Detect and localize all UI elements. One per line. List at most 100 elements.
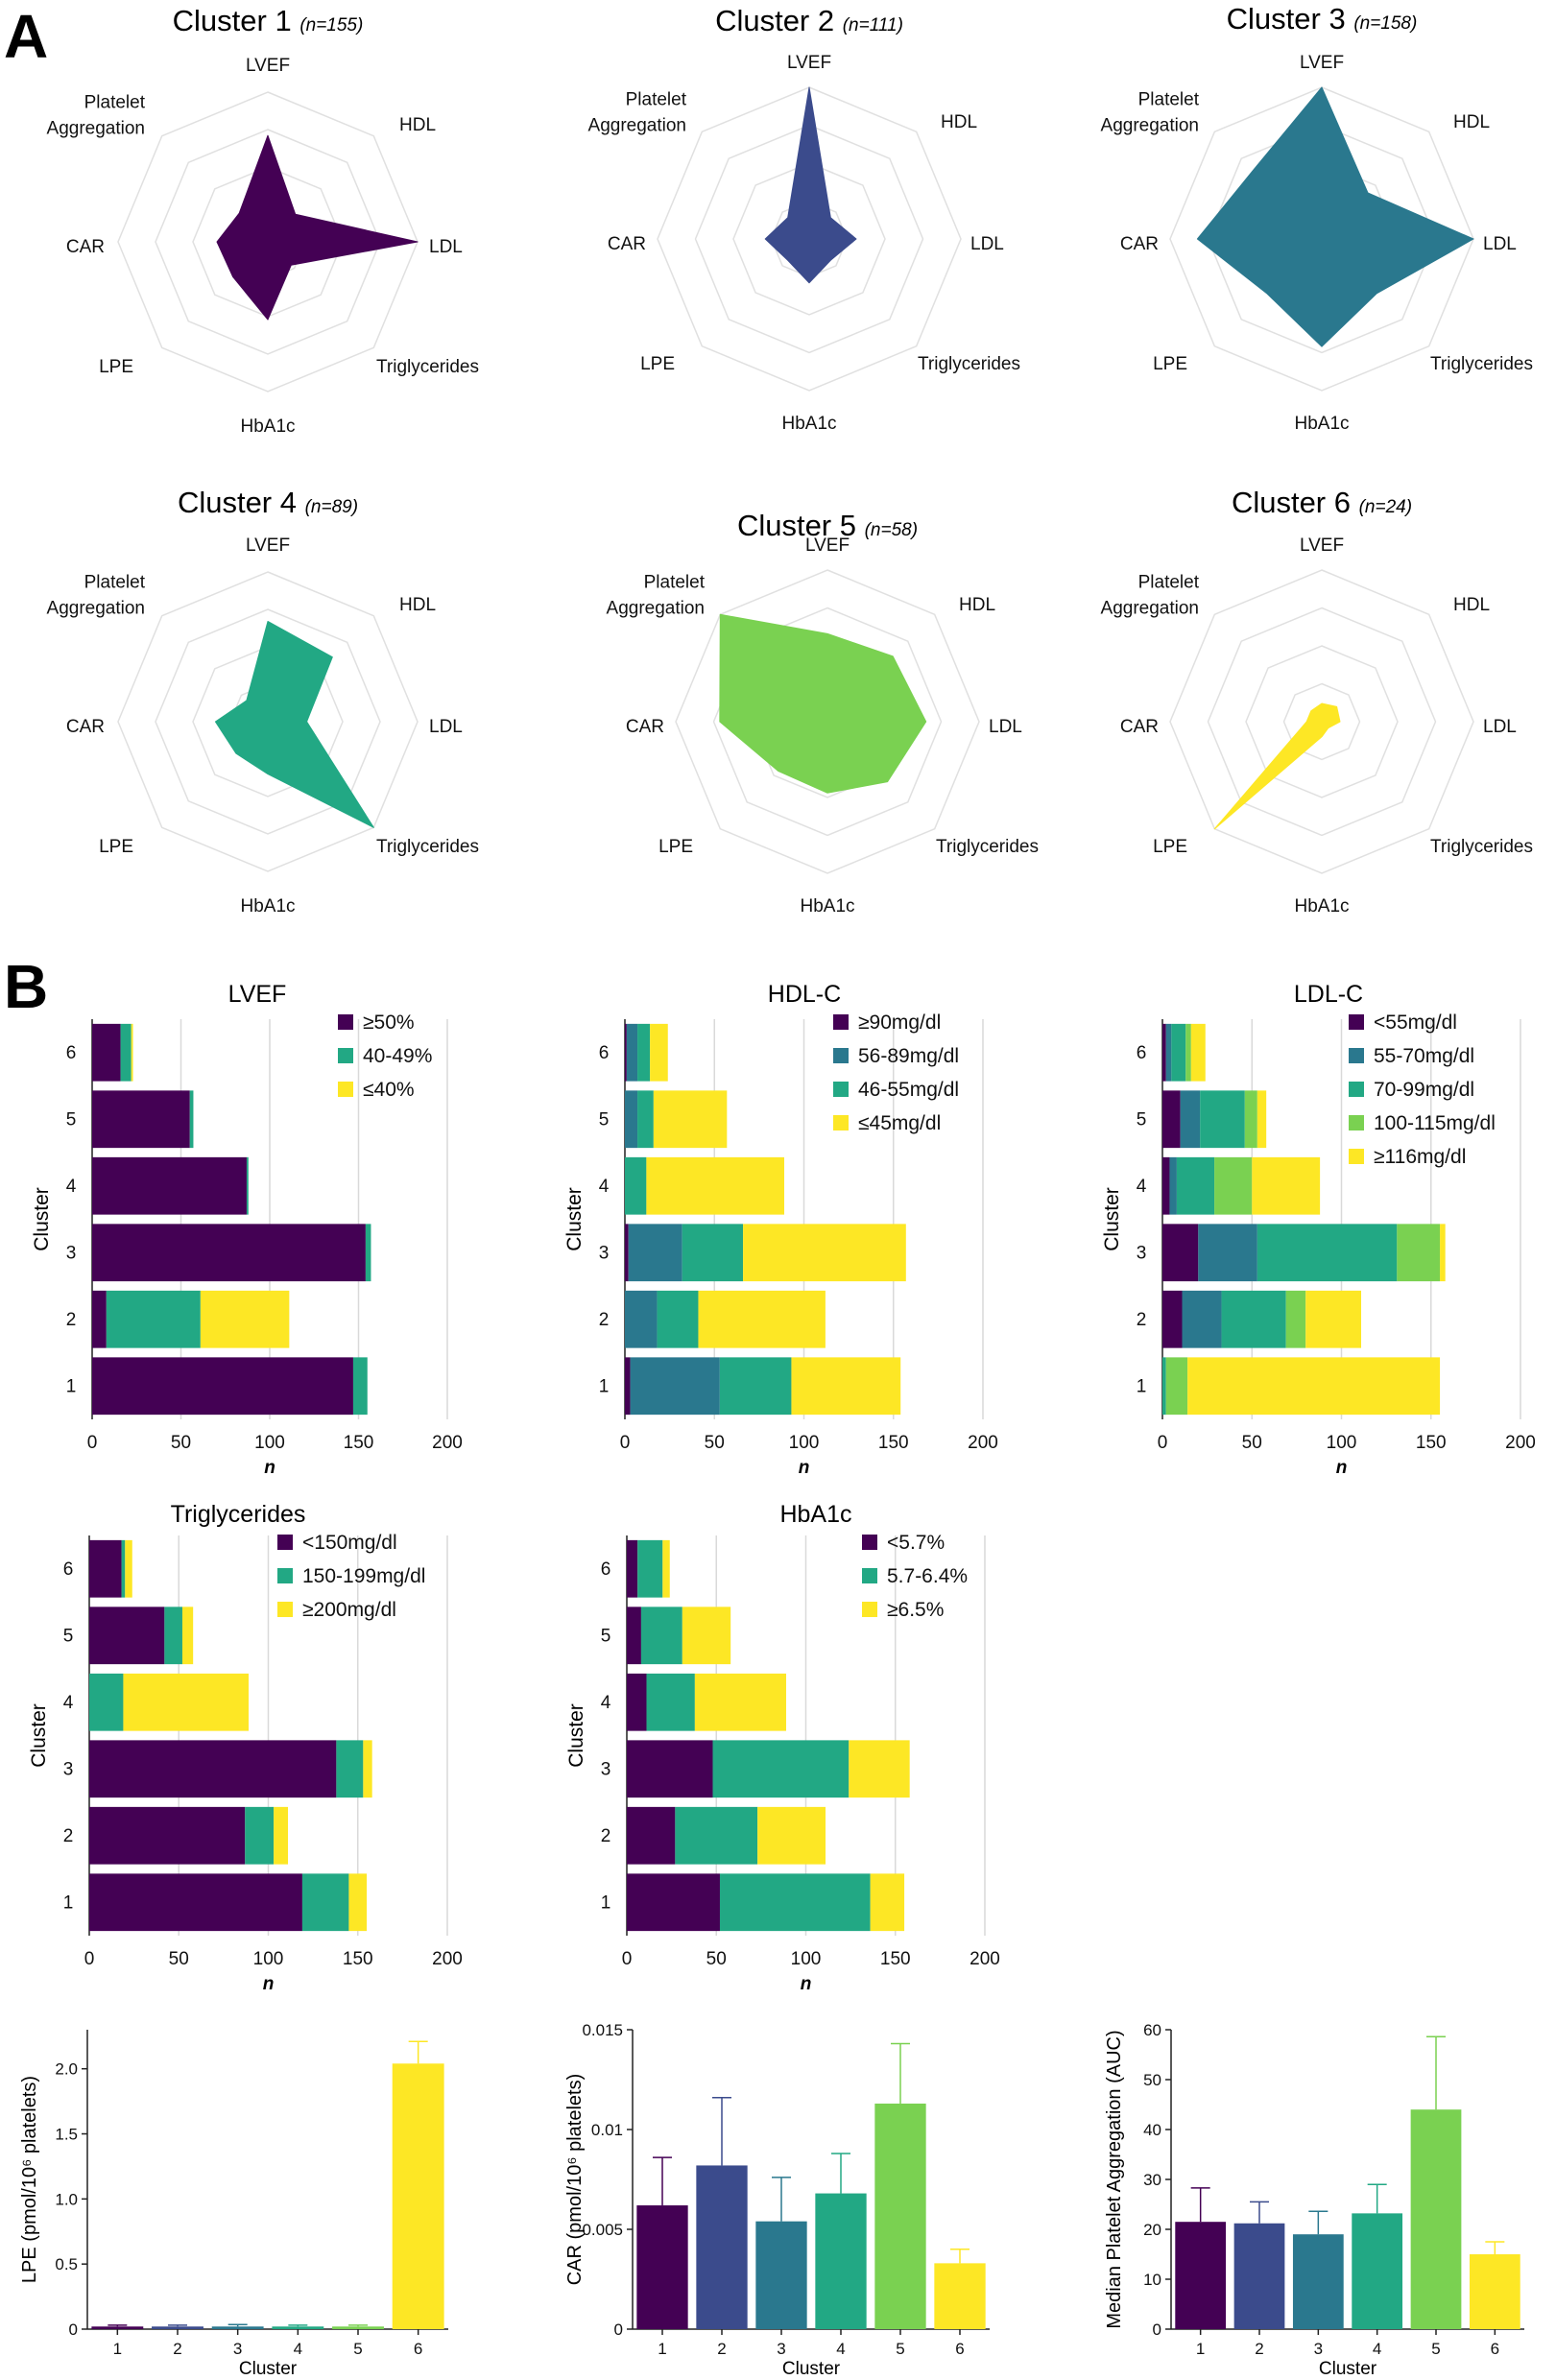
bar-segment bbox=[637, 1090, 654, 1149]
bar-segment bbox=[92, 1224, 366, 1282]
bar-segment bbox=[870, 1873, 905, 1932]
legend-swatch bbox=[833, 1115, 849, 1130]
radar-axis-label: HbA1c bbox=[781, 414, 836, 434]
radar-axis-label: LDL bbox=[970, 234, 1004, 254]
radar-grid-ring bbox=[657, 86, 962, 392]
bar-segment bbox=[1185, 1023, 1191, 1082]
y-tick-label: 6 bbox=[66, 1043, 77, 1063]
radar-data-polygon bbox=[764, 86, 857, 284]
bar-segment bbox=[625, 1224, 629, 1282]
x-axis-label: n bbox=[1336, 1458, 1348, 1478]
radar-axis-label: Triglycerides bbox=[1430, 837, 1533, 857]
radar-chart-cluster-6: Cluster 6 (n=24) LVEF HDL LDL Triglycerides H… bbox=[1101, 486, 1533, 916]
x-tick-label: 100 bbox=[253, 1949, 284, 1969]
radar-axis-label: Platelet bbox=[644, 573, 706, 593]
x-tick-label: 50 bbox=[169, 1949, 189, 1969]
x-tick-label: 5 bbox=[896, 2340, 904, 2358]
legend-swatch bbox=[862, 1602, 877, 1617]
chart-title: HbA1c bbox=[779, 1501, 851, 1528]
radar-axis-label: HbA1c bbox=[1294, 414, 1349, 434]
bar-segment bbox=[274, 1806, 289, 1865]
legend-swatch bbox=[1349, 1082, 1364, 1097]
bar bbox=[1175, 2222, 1227, 2329]
bar-segment bbox=[1182, 1290, 1222, 1348]
bar-segment bbox=[650, 1023, 668, 1082]
bar-segment bbox=[1162, 1224, 1199, 1282]
x-axis-label: Cluster bbox=[1319, 2359, 1377, 2379]
y-tick-label: 3 bbox=[601, 1759, 611, 1779]
y-tick-label: 1 bbox=[63, 1892, 74, 1913]
y-tick-label: 4 bbox=[599, 1177, 610, 1197]
radar-chart-cluster-2: Cluster 2 (n=111) LVEF HDL LDL Triglycerides… bbox=[588, 4, 1020, 434]
radar-data-polygon bbox=[214, 621, 374, 828]
legend-swatch bbox=[1349, 1014, 1364, 1030]
radar-axis-label: LPE bbox=[1153, 354, 1187, 374]
x-tick-label: 0 bbox=[84, 1949, 95, 1969]
radar-title: Cluster 2 (n=111) bbox=[715, 4, 903, 37]
bar-segment bbox=[1252, 1156, 1321, 1215]
x-tick-label: 2 bbox=[717, 2340, 726, 2358]
x-axis-label: n bbox=[264, 1458, 275, 1478]
radar-axis-label: Aggregation bbox=[1101, 599, 1199, 619]
x-tick-label: 6 bbox=[955, 2340, 964, 2358]
x-tick-label: 1 bbox=[658, 2340, 666, 2358]
bar-segment bbox=[757, 1806, 826, 1865]
bar bbox=[211, 2326, 264, 2329]
legend-swatch bbox=[338, 1014, 353, 1030]
bar-segment bbox=[89, 1673, 124, 1731]
x-tick-label: 50 bbox=[1242, 1433, 1262, 1453]
bar-segment bbox=[365, 1224, 371, 1282]
bar-segment bbox=[1257, 1090, 1267, 1149]
bar-segment bbox=[637, 1539, 663, 1598]
bar-segment bbox=[627, 1740, 713, 1798]
radar-axis-label: LPE bbox=[99, 837, 133, 857]
x-tick-label: 5 bbox=[1431, 2340, 1440, 2358]
x-tick-label: 200 bbox=[970, 1949, 1000, 1969]
bar-segment bbox=[181, 1606, 194, 1665]
radar-title-n: (n=111) bbox=[843, 15, 903, 36]
legend-swatch bbox=[862, 1568, 877, 1583]
radar-axis-label: Triglycerides bbox=[1430, 354, 1533, 374]
bar-segment bbox=[627, 1539, 638, 1598]
y-tick-label: 30 bbox=[1143, 2171, 1161, 2189]
panel-label-a: A bbox=[4, 2, 48, 71]
bar-segment bbox=[1200, 1090, 1245, 1149]
y-tick-label: 60 bbox=[1143, 2021, 1161, 2039]
radar-data-polygon bbox=[216, 134, 419, 321]
x-tick-label: 100 bbox=[1327, 1433, 1357, 1453]
vbar-chart-lpe-bar: 0 0.5 1.0 1.5 2.0 1 2 3 4 5 6 Cluster LPE (pmol/10⁶ … bbox=[19, 2030, 448, 2379]
bar-segment bbox=[89, 1606, 165, 1665]
radar-axis-label: Platelet bbox=[1138, 90, 1200, 110]
radar-axis-label: LDL bbox=[989, 717, 1022, 737]
bar-segment bbox=[1176, 1156, 1215, 1215]
bar-segment bbox=[89, 1539, 122, 1598]
bar-segment bbox=[363, 1740, 372, 1798]
bar-segment bbox=[1162, 1090, 1181, 1149]
radar-data-polygon bbox=[1196, 86, 1474, 347]
y-tick-label: 0.015 bbox=[582, 2021, 623, 2039]
legend-swatch bbox=[277, 1568, 293, 1583]
bar-segment bbox=[1162, 1156, 1170, 1215]
bar-segment bbox=[92, 1090, 190, 1149]
y-tick-label: 10 bbox=[1143, 2271, 1161, 2289]
y-tick-label: 6 bbox=[63, 1559, 74, 1580]
vbar-chart-car-bar: 0 0.005 0.01 0.015 1 2 3 4 5 6 Cluster CAR (pmol/10… bbox=[564, 2021, 990, 2379]
x-tick-label: 150 bbox=[880, 1949, 911, 1969]
bar-segment bbox=[89, 1873, 302, 1932]
x-tick-label: 100 bbox=[254, 1433, 285, 1453]
y-tick-label: 1.0 bbox=[55, 2190, 78, 2208]
x-axis-label: n bbox=[799, 1458, 810, 1478]
bar-segment bbox=[646, 1673, 695, 1731]
radar-axis-label: LDL bbox=[1483, 234, 1517, 254]
bar-segment bbox=[657, 1290, 699, 1348]
legend-label: ≥200mg/dl bbox=[302, 1599, 396, 1621]
y-tick-label: 2 bbox=[1137, 1310, 1147, 1330]
y-tick-label: 4 bbox=[66, 1177, 77, 1197]
y-tick-label: 6 bbox=[1137, 1043, 1147, 1063]
bar-segment bbox=[245, 1806, 275, 1865]
radar-grid-ring bbox=[155, 129, 381, 355]
x-tick-label: 0 bbox=[87, 1433, 98, 1453]
y-tick-label: 0 bbox=[1153, 2320, 1161, 2339]
legend-swatch bbox=[277, 1602, 293, 1617]
